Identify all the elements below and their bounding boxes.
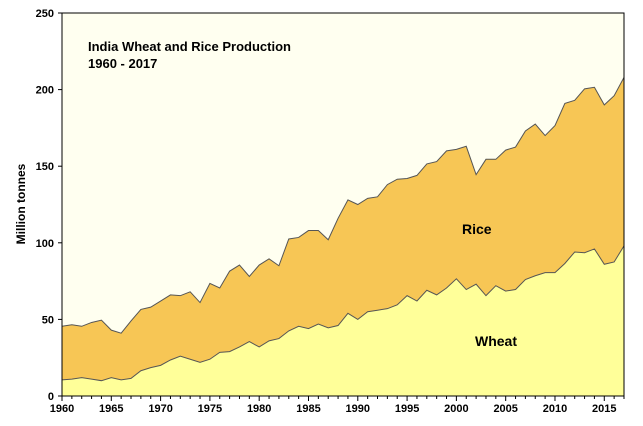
x-tick-label: 1965 <box>99 403 123 415</box>
x-tick-label: 2010 <box>543 403 567 415</box>
y-tick-label: 150 <box>36 161 54 173</box>
y-tick-label: 50 <box>42 314 54 326</box>
x-tick-label: 2015 <box>592 403 616 415</box>
y-tick-label: 100 <box>36 238 54 250</box>
y-tick-label: 250 <box>36 8 54 20</box>
wheat-top-line <box>61 245 625 382</box>
x-tick-label: 1980 <box>247 403 271 415</box>
x-tick-label: 1975 <box>198 403 222 415</box>
x-tick-label: 2005 <box>493 403 517 415</box>
y-tick-label: 0 <box>48 391 54 403</box>
axes: 0 50 100 150 200 250 1960 1965 1970 1975 1980 1985 1… <box>36 8 625 415</box>
x-tick-label: 1995 <box>395 403 419 415</box>
x-tick-label: 1985 <box>296 403 320 415</box>
plot-frame <box>61 12 625 397</box>
x-tick-label: 1970 <box>148 403 172 415</box>
x-tick-label: 1990 <box>346 403 370 415</box>
x-tick-label: 1960 <box>50 403 74 415</box>
x-tick-label: 2000 <box>444 403 468 415</box>
chart-title: India Wheat and Rice Production <box>88 39 291 54</box>
rice-area <box>62 77 624 381</box>
chart-subtitle: 1960 - 2017 <box>88 56 157 71</box>
rice-top-line <box>61 77 625 334</box>
wheat-area <box>62 245 624 396</box>
series-label-wheat: Wheat <box>475 333 517 349</box>
y-tick-label: 200 <box>36 85 54 97</box>
area-layer <box>61 77 625 396</box>
y-axis-label: Million tonnes <box>14 163 28 244</box>
series-label-rice: Rice <box>462 221 492 237</box>
